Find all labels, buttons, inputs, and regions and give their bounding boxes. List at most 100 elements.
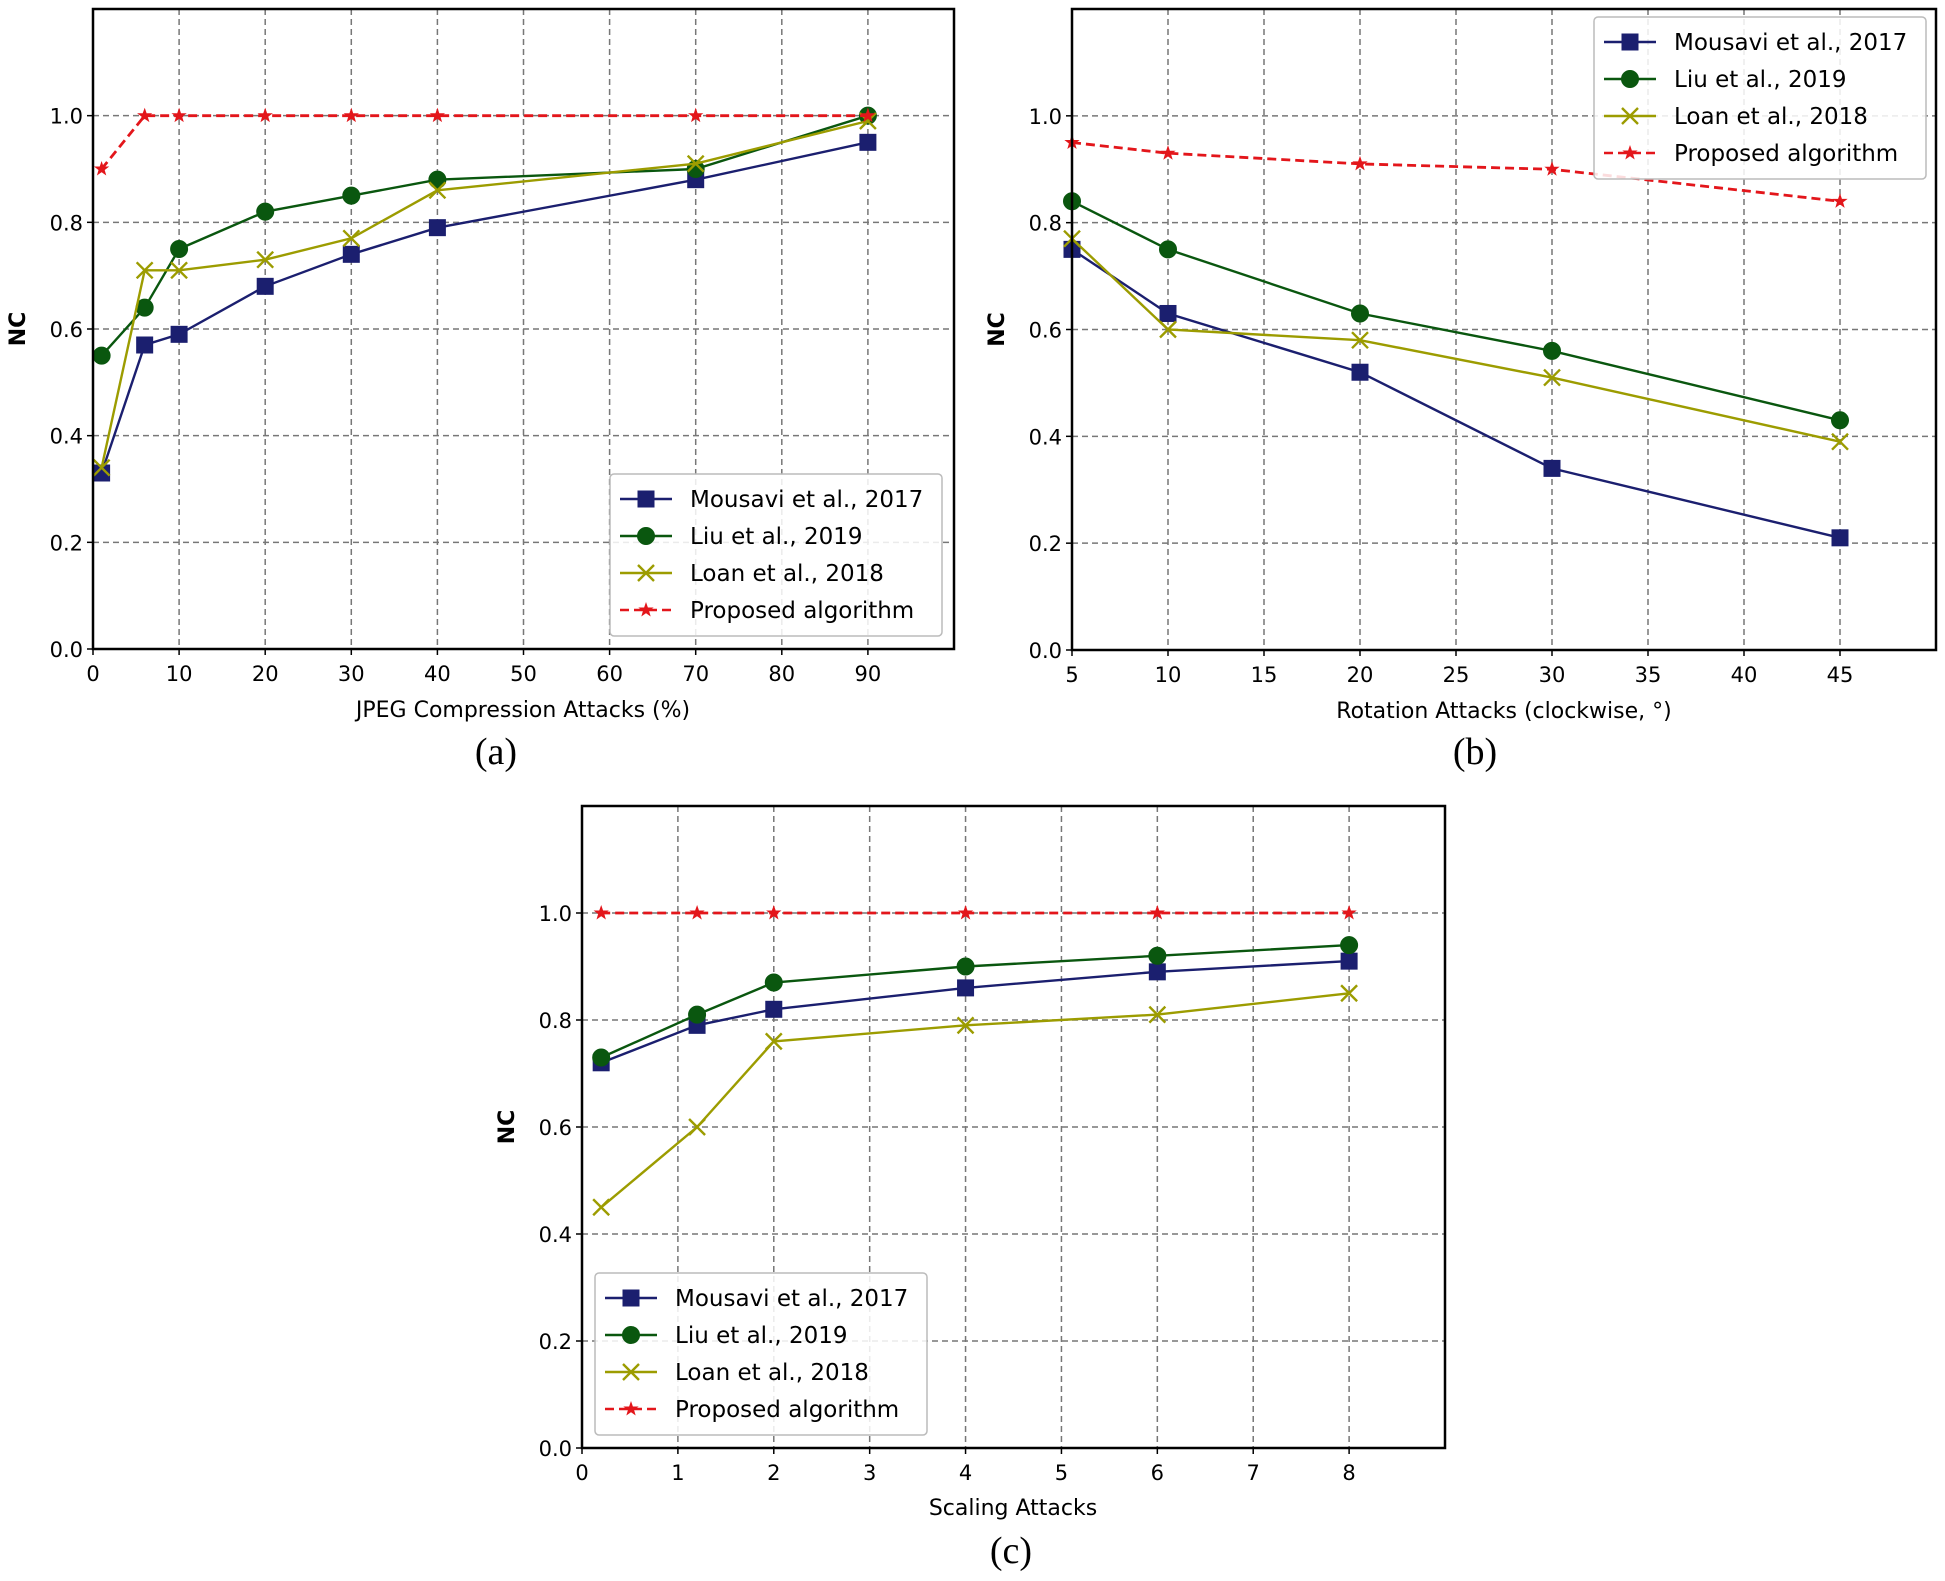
data-point <box>592 1048 611 1067</box>
data-point <box>428 219 446 237</box>
legend-entry: Loan et al., 2018 <box>620 561 884 587</box>
series-loan-et-al-2018 <box>92 112 877 477</box>
y-tick-label: 0.8 <box>50 211 83 235</box>
legend-marker <box>1621 33 1639 51</box>
y-axis-label: NC <box>6 312 31 347</box>
legend-entry: Liu et al., 2019 <box>1604 67 1847 93</box>
data-point <box>256 250 275 269</box>
y-tick-label: 0.8 <box>1029 212 1062 236</box>
x-tick-label: 90 <box>855 662 882 686</box>
data-point <box>342 245 360 263</box>
legend-label: Loan et al., 2018 <box>1674 104 1868 130</box>
series-liu-et-al-2019 <box>1063 192 1849 430</box>
legend-label: Liu et al., 2019 <box>690 524 863 550</box>
data-point <box>1148 963 1166 981</box>
data-point <box>1149 904 1165 920</box>
data-point <box>342 186 361 205</box>
data-point <box>1351 331 1369 350</box>
x-tick-label: 40 <box>424 662 451 686</box>
data-point <box>256 277 274 295</box>
x-tick-label: 8 <box>1342 1461 1355 1485</box>
legend-box <box>594 1272 928 1436</box>
data-point <box>1543 459 1561 477</box>
legend-label: Loan et al., 2018 <box>690 561 884 587</box>
data-point <box>957 904 974 920</box>
data-point <box>1543 368 1561 387</box>
data-point <box>1160 145 1176 160</box>
data-point <box>1159 320 1177 339</box>
series-line <box>100 141 869 474</box>
data-point <box>137 107 153 123</box>
series-liu-et-al-2019 <box>92 106 877 365</box>
x-tick-label: 15 <box>1251 663 1278 687</box>
legend-label: Liu et al., 2019 <box>1674 67 1847 93</box>
data-point <box>1159 304 1177 322</box>
y-tick-label: 0.0 <box>50 638 83 662</box>
legend-label: Proposed algorithm <box>1674 141 1898 167</box>
legend-entry: Proposed algorithm <box>605 1397 899 1423</box>
x-tick-label: 3 <box>863 1461 876 1485</box>
chart-b: 5 10 15 20 25 30 35 40 45 0.0 0.2 0.4 0.6 0.8 1.0 Rotat… <box>985 7 1938 773</box>
data-point <box>766 904 782 920</box>
y-tick-label: 0.6 <box>539 1116 572 1140</box>
legend-entry: Liu et al., 2019 <box>620 524 863 550</box>
series-line <box>100 114 868 170</box>
data-point <box>257 107 273 123</box>
data-point <box>688 1118 706 1136</box>
legend-entry: Mousavi et al., 2017 <box>1604 30 1907 56</box>
legend-marker <box>623 1400 639 1416</box>
y-axis-label: NC <box>495 1110 520 1145</box>
data-point <box>171 107 187 123</box>
x-axis-label: Rotation Attacks (clockwise, °) <box>1336 699 1671 724</box>
data-point <box>428 170 447 189</box>
series-mousavi-et-al-2017 <box>1063 240 1849 547</box>
legend-marker <box>637 564 655 582</box>
data-point <box>428 181 447 200</box>
chart-c: 0 1 2 3 4 5 6 7 8 0.0 0.2 0.4 0.6 0.8 1.0 Scaling Attac… <box>495 804 1447 1572</box>
data-point <box>593 904 609 920</box>
y-tick-label: 0.6 <box>50 318 83 342</box>
legend-label: Mousavi et al., 2017 <box>690 487 923 513</box>
legend-entry: Mousavi et al., 2017 <box>620 487 923 513</box>
x-tick-label: 35 <box>1635 663 1662 687</box>
legend-marker <box>622 1363 640 1381</box>
series-line <box>100 119 869 468</box>
x-tick-label: 20 <box>252 662 279 686</box>
plot-frame <box>91 7 956 651</box>
x-tick-label: 25 <box>1443 663 1470 687</box>
x-tick-label: 0 <box>86 662 99 686</box>
legend-box <box>609 473 943 637</box>
data-point <box>957 979 975 997</box>
chart-caption: (c) <box>990 1530 1032 1572</box>
y-tick-label: 0.0 <box>1029 639 1062 663</box>
x-tick-label: 70 <box>682 662 709 686</box>
data-point <box>956 957 975 976</box>
data-point <box>956 1016 975 1035</box>
x-tick-label: 6 <box>1151 1461 1164 1485</box>
legend-label: Proposed algorithm <box>690 598 914 624</box>
data-point <box>92 346 111 365</box>
data-point <box>1340 984 1358 1003</box>
x-axis-label: JPEG Compression Attacks (%) <box>354 698 690 723</box>
chart-caption: (a) <box>475 731 517 773</box>
data-point <box>1544 161 1560 176</box>
data-point <box>1148 946 1167 965</box>
x-tick-label: 7 <box>1247 1461 1260 1485</box>
legend-label: Mousavi et al., 2017 <box>1674 30 1907 56</box>
x-tick-label: 45 <box>1827 663 1854 687</box>
y-tick-label: 0.0 <box>539 1437 572 1461</box>
y-tick-label: 1.0 <box>50 105 83 129</box>
legend-entry: Proposed algorithm <box>1604 141 1898 167</box>
data-point <box>93 160 110 176</box>
data-point <box>1831 432 1849 451</box>
x-tick-label: 30 <box>1539 663 1566 687</box>
series-mousavi-et-al-2017 <box>592 952 1358 1072</box>
data-point <box>1832 193 1848 208</box>
data-point <box>1831 529 1849 547</box>
legend-marker <box>637 490 655 508</box>
x-tick-label: 5 <box>1065 663 1078 687</box>
plot-frame <box>1070 7 1938 652</box>
data-point <box>135 261 154 280</box>
y-tick-label: 0.4 <box>1029 425 1062 449</box>
